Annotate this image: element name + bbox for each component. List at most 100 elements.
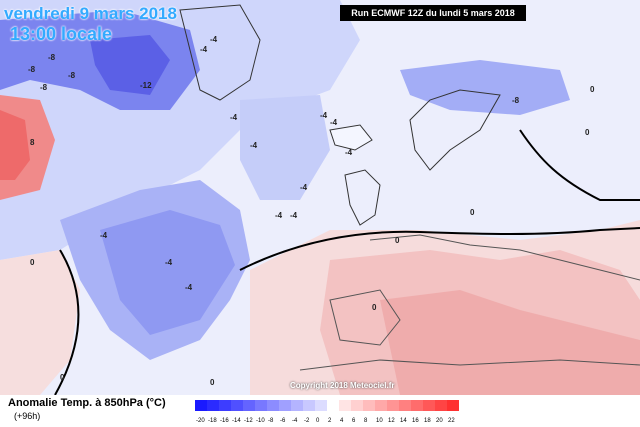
temperature-anomaly-map: -8-8-8-8-4-4-12-4-4-4-4-4 -4-4-4-88000000… <box>0 0 640 395</box>
map-value-label: -8 <box>40 83 48 92</box>
map-value-label: -4 <box>230 113 238 122</box>
map-value-label: -4 <box>330 118 338 127</box>
legend-swatch <box>243 400 255 411</box>
legend-swatch <box>219 400 231 411</box>
iceland-coast <box>329 124 373 151</box>
map-value-label: 0 <box>470 208 475 217</box>
legend-tick-label: -14 <box>232 418 241 424</box>
warm-core-west <box>0 110 30 180</box>
map-value-label: -4 <box>210 35 218 44</box>
map-value-label: -4 <box>185 283 193 292</box>
legend-swatch <box>207 400 219 411</box>
legend-color-bar: -20 -18 -16 -14 -12 -10 -8 -6 -4 -2 0 2 4 6 8 10 12 14 16 1… <box>195 400 459 424</box>
great-britain-coast <box>344 169 381 226</box>
map-value-label: -4 <box>290 211 298 220</box>
legend-tick-label: 4 <box>340 418 344 424</box>
legend-tick-label: -20 <box>196 418 205 424</box>
legend-swatch <box>315 400 327 411</box>
map-value-label: 0 <box>395 236 400 245</box>
map-value-label: -4 <box>165 258 173 267</box>
map-value-label: 0 <box>585 128 590 137</box>
legend-swatch <box>255 400 267 411</box>
legend-swatch <box>363 400 375 411</box>
map-value-label: 8 <box>30 138 35 147</box>
legend-swatch <box>447 400 459 411</box>
legend-tick-label: 14 <box>400 418 407 424</box>
cold-core-greenland <box>90 35 170 95</box>
legend-swatch <box>327 400 339 411</box>
map-value-label: -8 <box>512 96 520 105</box>
map-value-label: 0 <box>210 378 215 387</box>
map-value-label: 0 <box>372 303 377 312</box>
legend-swatch <box>303 400 315 411</box>
legend-swatch <box>291 400 303 411</box>
legend-tick-label: 8 <box>364 418 368 424</box>
model-run-info: Run ECMWF 12Z du lundi 5 mars 2018 <box>340 5 526 21</box>
legend-tick-label: 2 <box>328 418 332 424</box>
forecast-time: 13:00 locale <box>10 24 113 44</box>
legend-swatch <box>375 400 387 411</box>
map-value-label: 0 <box>60 373 65 382</box>
legend-tick-label: 10 <box>376 418 383 424</box>
cold-anomaly-scandinavia <box>400 60 570 115</box>
iberia-coast <box>329 289 401 346</box>
legend-tick-label: -10 <box>256 418 265 424</box>
forecast-date: vendredi 9 mars 2018 <box>4 4 177 23</box>
map-value-label: 0 <box>30 258 35 267</box>
map-labels: -8-8-8-8-4-4-12-4-4-4-4-4 -4-4-4-88000000… <box>28 35 595 387</box>
legend-tick-label: 6 <box>352 418 356 424</box>
map-value-label: -8 <box>28 65 36 74</box>
warm-strong-north-africa <box>380 290 640 395</box>
copyright: Copyright 2018 Meteociel.fr <box>290 381 395 390</box>
zero-contour-west <box>54 249 80 395</box>
map-value-label: -4 <box>300 183 308 192</box>
legend-swatch <box>279 400 291 411</box>
legend-swatch <box>339 400 351 411</box>
legend-tick-label: -2 <box>304 418 310 424</box>
legend-tick-label: -4 <box>292 418 298 424</box>
map-value-label: -4 <box>100 231 108 240</box>
legend-tick-label: 16 <box>412 418 419 424</box>
legend-tick-label: 22 <box>448 418 455 424</box>
legend-tick-label: -16 <box>220 418 229 424</box>
legend-tick-label: 0 <box>316 418 320 424</box>
legend-swatch <box>423 400 435 411</box>
legend-tick-label: -8 <box>268 418 274 424</box>
legend-swatch <box>411 400 423 411</box>
legend-tick-label: 12 <box>388 418 395 424</box>
zero-contour-south <box>239 227 640 271</box>
legend-tick-label: 18 <box>424 418 431 424</box>
cold-core-mid-atlantic <box>100 210 235 335</box>
legend-swatch <box>351 400 363 411</box>
legend-tick-label: -12 <box>244 418 253 424</box>
legend-swatch <box>387 400 399 411</box>
greenland-coast <box>179 4 261 101</box>
legend-swatch <box>231 400 243 411</box>
map-value-label: -4 <box>320 111 328 120</box>
map-value-label: -8 <box>68 71 76 80</box>
legend-swatch <box>195 400 207 411</box>
map-value-label: -4 <box>200 45 208 54</box>
legend-swatch <box>267 400 279 411</box>
legend-swatch <box>435 400 447 411</box>
cold-anomaly-british-isles <box>240 95 330 200</box>
legend-swatch <box>399 400 411 411</box>
scandinavia-coast <box>409 89 501 171</box>
legend: Anomalie Temp. à 850hPa (°C) (+96h) -20-… <box>0 395 640 427</box>
legend-subtitle: (+96h) <box>14 411 41 421</box>
map-value-label: -4 <box>250 141 258 150</box>
map-value-label: -4 <box>275 211 283 220</box>
legend-tick-label: -6 <box>280 418 286 424</box>
map-value-label: -12 <box>140 81 152 90</box>
legend-title: Anomalie Temp. à 850hPa (°C) <box>8 397 166 409</box>
zero-contour-east <box>519 129 640 201</box>
warm-anomaly-southwest <box>0 250 80 395</box>
north-africa-coast <box>299 359 640 371</box>
map-value-label: -8 <box>48 53 56 62</box>
map-value-label: 0 <box>590 85 595 94</box>
legend-tick-label: 20 <box>436 418 443 424</box>
legend-tick-label: -18 <box>208 418 217 424</box>
europe-south-coast <box>369 234 640 281</box>
map-value-label: -4 <box>345 148 353 157</box>
